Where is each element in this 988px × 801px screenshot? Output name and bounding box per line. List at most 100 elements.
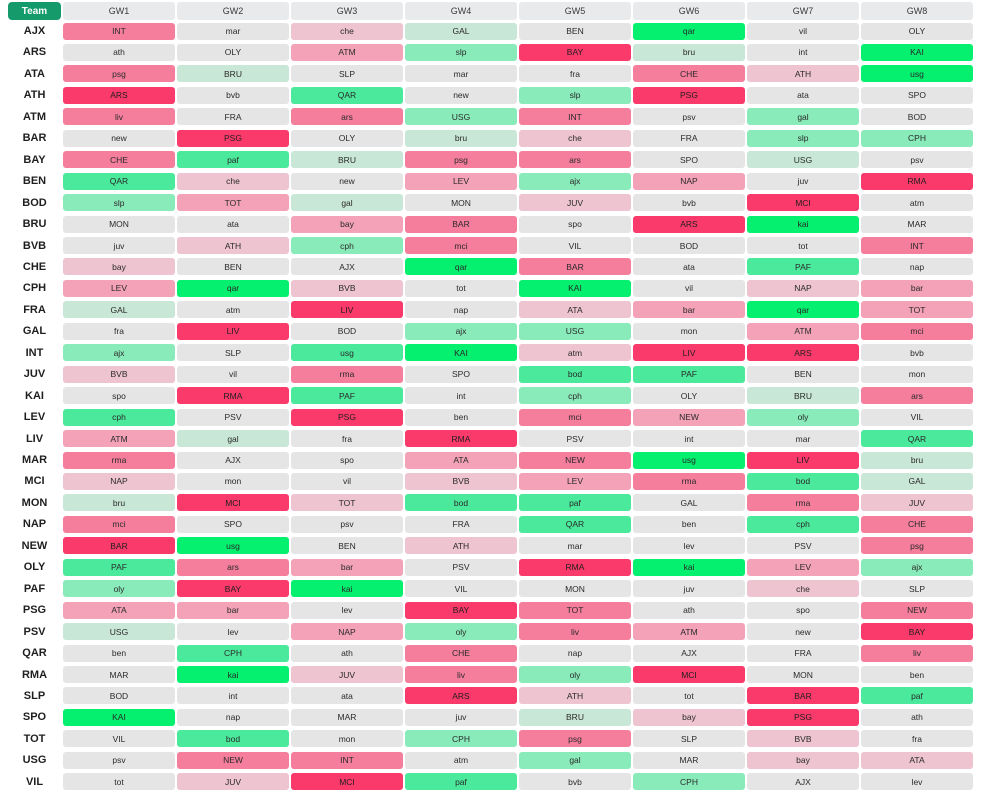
fixture-cell[interactable]: SLP: [861, 580, 973, 598]
fixture-cell[interactable]: nap: [861, 258, 973, 276]
fixture-cell[interactable]: RMA: [861, 172, 973, 190]
fixture-cell[interactable]: RMA: [405, 430, 517, 448]
fixture-cell[interactable]: bar: [633, 301, 745, 319]
fixture-cell[interactable]: atm: [177, 301, 289, 319]
fixture-cell[interactable]: VIL: [63, 730, 175, 748]
fixture-cell[interactable]: nap: [405, 301, 517, 319]
fixture-cell[interactable]: CHE: [861, 515, 973, 533]
fixture-cell[interactable]: tot: [405, 279, 517, 297]
fixture-cell[interactable]: VIL: [861, 408, 973, 426]
fixture-cell[interactable]: NAP: [633, 172, 745, 190]
fixture-cell[interactable]: qar: [633, 22, 745, 40]
fixture-cell[interactable]: JUV: [519, 194, 631, 212]
fixture-cell[interactable]: slp: [405, 43, 517, 61]
fixture-cell[interactable]: LIV: [633, 344, 745, 362]
fixture-cell[interactable]: QAR: [519, 515, 631, 533]
fixture-cell[interactable]: ARS: [63, 86, 175, 104]
fixture-cell[interactable]: ATM: [291, 43, 403, 61]
fixture-cell[interactable]: bod: [519, 365, 631, 383]
fixture-cell[interactable]: SLP: [177, 344, 289, 362]
fixture-cell[interactable]: ATH: [747, 65, 859, 83]
fixture-cell[interactable]: liv: [63, 108, 175, 126]
fixture-cell[interactable]: juv: [747, 172, 859, 190]
fixture-cell[interactable]: bvb: [519, 773, 631, 791]
fixture-cell[interactable]: nap: [519, 644, 631, 662]
fixture-cell[interactable]: bod: [177, 730, 289, 748]
fixture-cell[interactable]: PSV: [747, 537, 859, 555]
fixture-cell[interactable]: lev: [177, 623, 289, 641]
fixture-cell[interactable]: USG: [747, 151, 859, 169]
fixture-cell[interactable]: ata: [747, 86, 859, 104]
fixture-cell[interactable]: BOD: [63, 687, 175, 705]
fixture-cell[interactable]: ATH: [177, 237, 289, 254]
fixture-cell[interactable]: ath: [291, 644, 403, 662]
fixture-cell[interactable]: qar: [177, 279, 289, 297]
fixture-cell[interactable]: kai: [633, 558, 745, 576]
fixture-cell[interactable]: bar: [291, 558, 403, 576]
fixture-cell[interactable]: MCI: [177, 494, 289, 512]
fixture-cell[interactable]: BVB: [747, 730, 859, 748]
fixture-cell[interactable]: KAI: [63, 708, 175, 726]
fixture-cell[interactable]: USG: [519, 322, 631, 340]
fixture-cell[interactable]: PSG: [633, 86, 745, 104]
fixture-cell[interactable]: JUV: [177, 773, 289, 791]
gameweek-header-7[interactable]: GW7: [747, 2, 859, 20]
fixture-cell[interactable]: fra: [63, 322, 175, 340]
fixture-cell[interactable]: BOD: [861, 108, 973, 126]
fixture-cell[interactable]: psv: [63, 751, 175, 769]
fixture-cell[interactable]: RMA: [177, 387, 289, 405]
fixture-cell[interactable]: int: [747, 43, 859, 61]
fixture-cell[interactable]: mon: [633, 322, 745, 340]
fixture-cell[interactable]: usg: [177, 537, 289, 555]
fixture-cell[interactable]: TOT: [519, 601, 631, 619]
fixture-cell[interactable]: spo: [291, 451, 403, 469]
fixture-cell[interactable]: ARS: [405, 687, 517, 705]
fixture-cell[interactable]: lev: [291, 601, 403, 619]
fixture-cell[interactable]: BOD: [291, 322, 403, 340]
fixture-cell[interactable]: MON: [747, 666, 859, 683]
fixture-cell[interactable]: INT: [291, 751, 403, 769]
fixture-cell[interactable]: MCI: [291, 773, 403, 791]
fixture-cell[interactable]: AJX: [177, 451, 289, 469]
fixture-cell[interactable]: NEW: [177, 751, 289, 769]
fixture-cell[interactable]: mar: [519, 537, 631, 555]
fixture-cell[interactable]: cph: [747, 515, 859, 533]
fixture-cell[interactable]: gal: [291, 194, 403, 212]
fixture-cell[interactable]: ata: [633, 258, 745, 276]
fixture-cell[interactable]: JUV: [291, 666, 403, 683]
fixture-cell[interactable]: paf: [519, 494, 631, 512]
fixture-cell[interactable]: mar: [747, 430, 859, 448]
fixture-cell[interactable]: ATA: [519, 301, 631, 319]
fixture-cell[interactable]: lev: [861, 773, 973, 791]
fixture-cell[interactable]: slp: [747, 129, 859, 147]
fixture-cell[interactable]: CPH: [177, 644, 289, 662]
fixture-cell[interactable]: GAL: [405, 22, 517, 40]
fixture-cell[interactable]: BAR: [519, 258, 631, 276]
fixture-cell[interactable]: KAI: [519, 279, 631, 297]
fixture-cell[interactable]: fra: [291, 430, 403, 448]
fixture-cell[interactable]: kai: [177, 666, 289, 683]
fixture-cell[interactable]: NEW: [633, 408, 745, 426]
fixture-cell[interactable]: bru: [633, 43, 745, 61]
fixture-cell[interactable]: ATA: [405, 451, 517, 469]
fixture-cell[interactable]: BRU: [519, 708, 631, 726]
fixture-cell[interactable]: cph: [519, 387, 631, 405]
fixture-cell[interactable]: gal: [747, 108, 859, 126]
fixture-cell[interactable]: new: [405, 86, 517, 104]
fixture-cell[interactable]: NEW: [519, 451, 631, 469]
fixture-cell[interactable]: vil: [291, 472, 403, 490]
fixture-cell[interactable]: mar: [405, 65, 517, 83]
fixture-cell[interactable]: OLY: [861, 22, 973, 40]
fixture-cell[interactable]: ATH: [405, 537, 517, 555]
gameweek-header-6[interactable]: GW6: [633, 2, 745, 20]
fixture-cell[interactable]: gal: [177, 430, 289, 448]
fixture-cell[interactable]: bay: [633, 708, 745, 726]
fixture-cell[interactable]: nap: [177, 708, 289, 726]
fixture-cell[interactable]: rma: [63, 451, 175, 469]
fixture-cell[interactable]: ajx: [405, 322, 517, 340]
fixture-cell[interactable]: psv: [861, 151, 973, 169]
fixture-cell[interactable]: SPO: [633, 151, 745, 169]
fixture-cell[interactable]: fra: [861, 730, 973, 748]
fixture-cell[interactable]: bru: [63, 494, 175, 512]
fixture-cell[interactable]: BEN: [177, 258, 289, 276]
